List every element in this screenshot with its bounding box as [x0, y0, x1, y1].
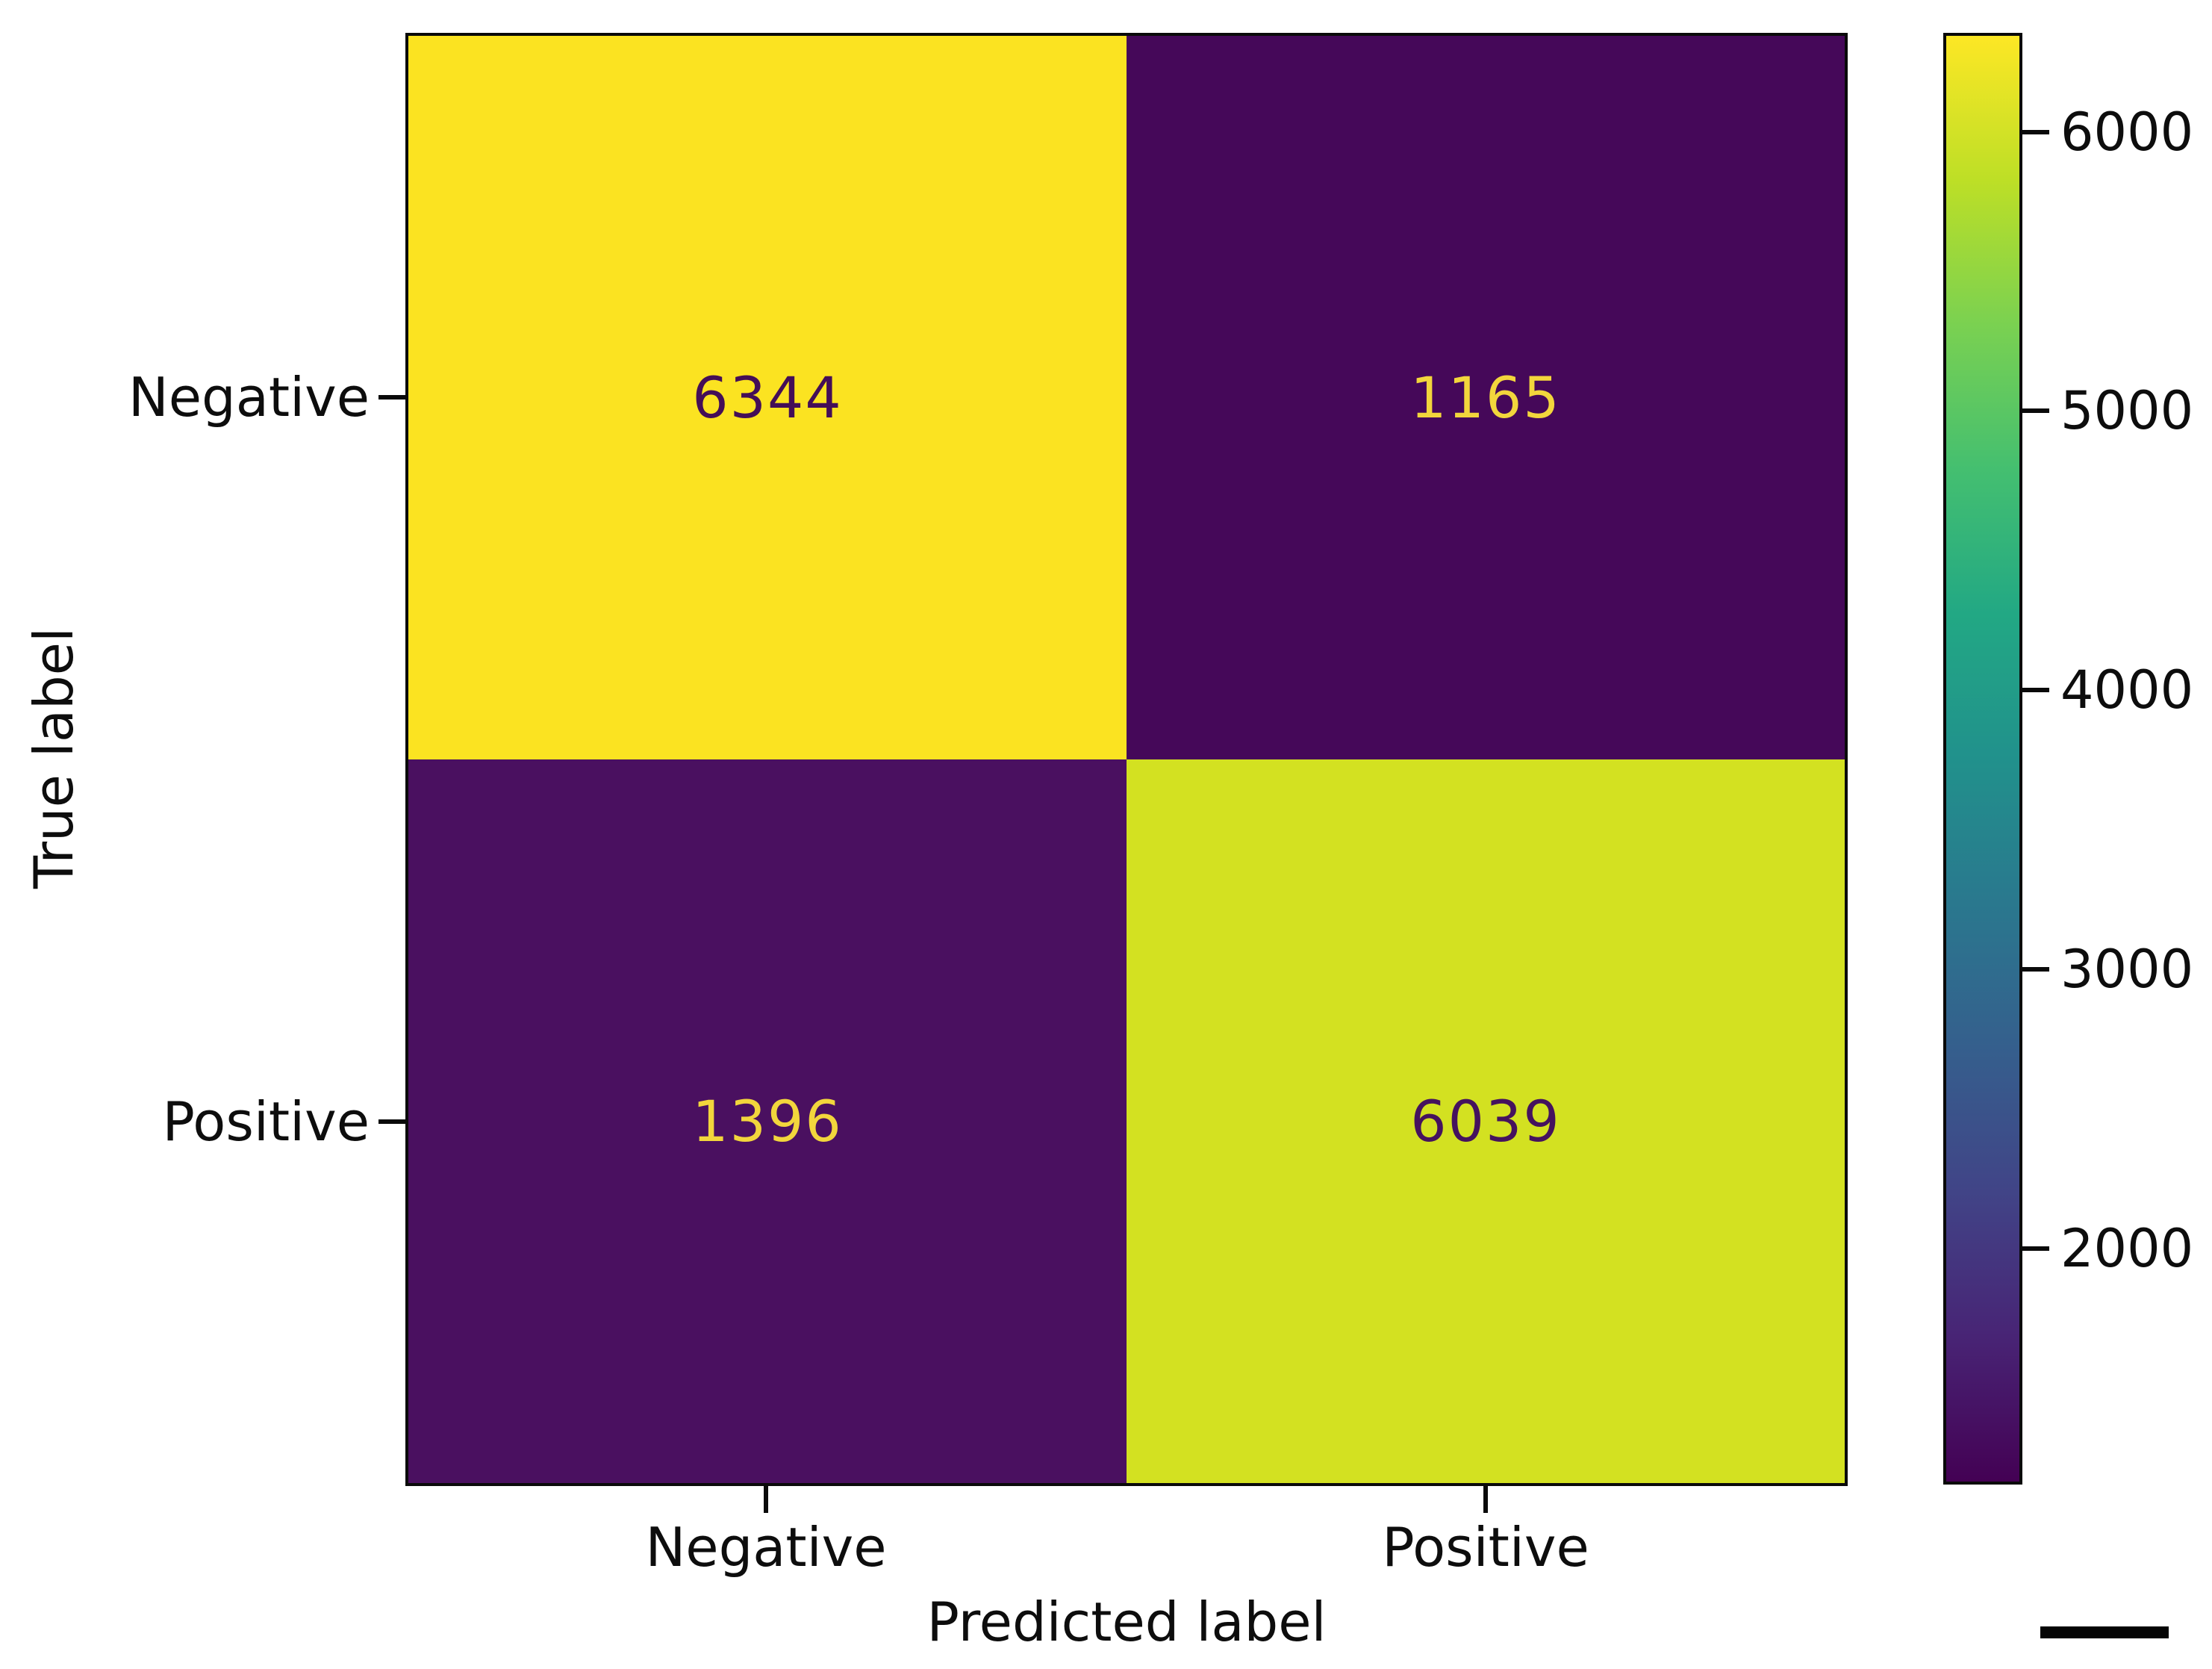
colorbar-ticklabel-6000: 6000	[2060, 101, 2194, 163]
y-axis-title: True label	[22, 627, 85, 889]
colorbar-tick-6000	[2022, 129, 2049, 134]
y-tick-negative	[378, 395, 405, 400]
x-tick-negative	[764, 1486, 768, 1513]
x-axis-title: Predicted label	[926, 1591, 1327, 1653]
x-ticklabel-positive: Positive	[1382, 1516, 1589, 1579]
colorbar	[1943, 33, 2022, 1485]
colorbar-tick-2000	[2022, 1246, 2049, 1251]
cell-true-positive-pred-positive: 6039	[1127, 759, 1845, 1483]
colorbar-ticklabel-5000: 5000	[2060, 380, 2194, 442]
cell-true-positive-pred-negative: 1396	[408, 759, 1127, 1483]
cell-value: 6344	[692, 364, 843, 431]
colorbar-tick-3000	[2022, 967, 2049, 972]
heatmap-grid: 6344 1165 1396 6039	[405, 33, 1848, 1486]
cell-true-negative-pred-positive: 1165	[1127, 36, 1845, 759]
colorbar-ticklabel-4000: 4000	[2060, 659, 2194, 721]
cell-true-negative-pred-negative: 6344	[408, 36, 1127, 759]
colorbar-ticklabel-3000: 3000	[2060, 939, 2194, 1001]
x-tick-positive	[1483, 1486, 1488, 1513]
colorbar-ticklabel-2000: 2000	[2060, 1217, 2194, 1279]
colorbar-tick-4000	[2022, 688, 2049, 693]
x-ticklabel-negative: Negative	[645, 1516, 887, 1579]
cell-value: 6039	[1410, 1088, 1561, 1154]
cell-value: 1165	[1410, 364, 1561, 431]
y-ticklabel-negative: Negative	[128, 366, 370, 429]
y-tick-positive	[378, 1119, 405, 1124]
corner-dash-mark	[2040, 1626, 2169, 1638]
y-ticklabel-positive: Positive	[162, 1090, 370, 1153]
cell-value: 1396	[692, 1088, 843, 1154]
colorbar-tick-5000	[2022, 408, 2049, 414]
